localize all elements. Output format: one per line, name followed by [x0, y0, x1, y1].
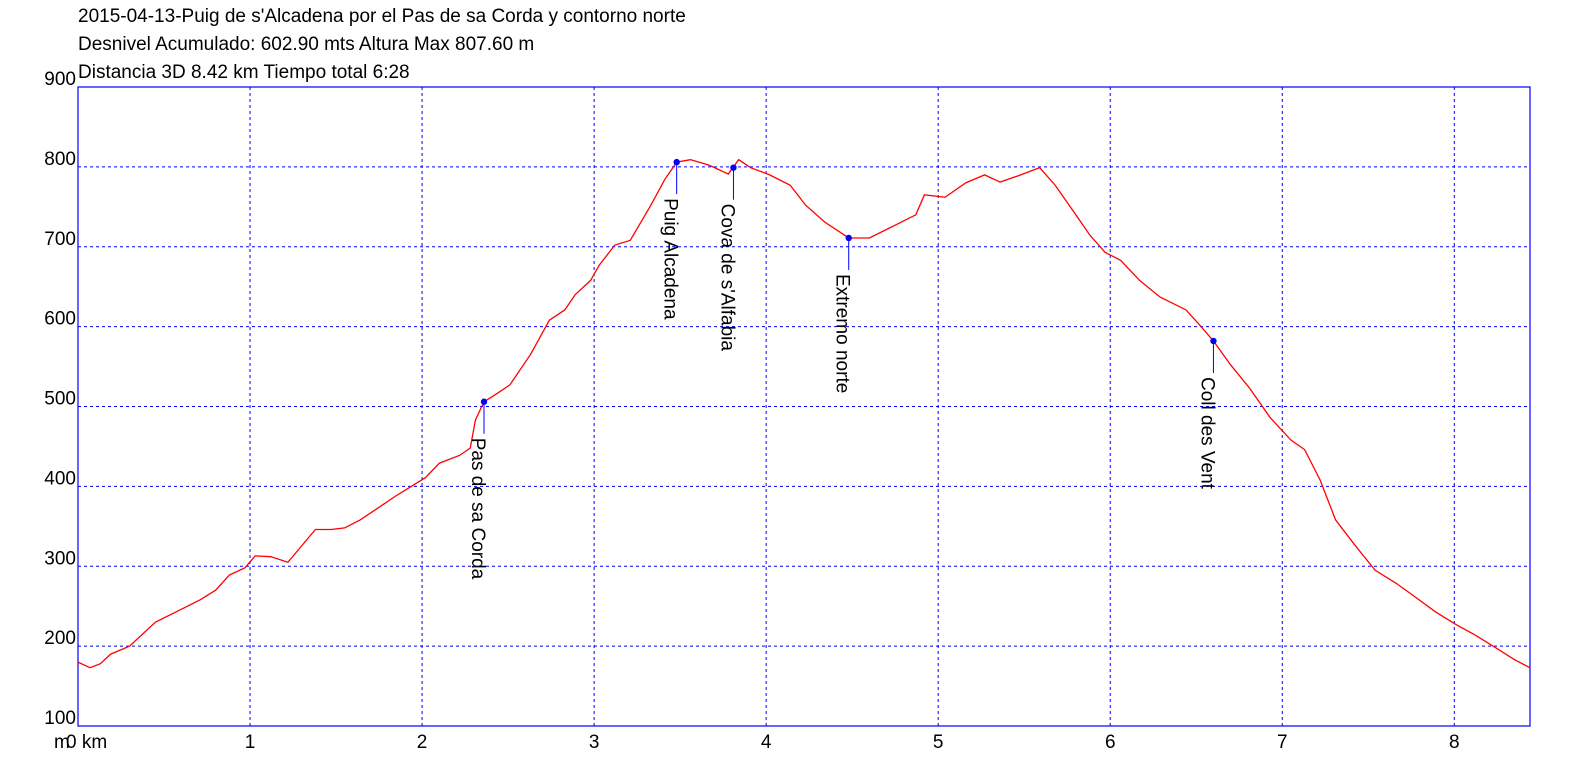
- chart-subtitle: Distancia 3D 8.42 km Tiempo total 6:28: [78, 62, 410, 83]
- chart-title: 2015-04-13-Puig de s'Alcadena por el Pas…: [78, 6, 686, 27]
- x-tick-label: 0 km: [66, 732, 107, 753]
- waypoint-label: Puig Alcadena: [660, 198, 681, 320]
- x-tick-label: 4: [761, 732, 772, 753]
- y-unit: m: [54, 732, 70, 753]
- waypoint-label: Pas de sa Corda: [467, 438, 488, 580]
- waypoint-label: Extremo norte: [832, 274, 853, 393]
- x-tick-label: 7: [1277, 732, 1288, 753]
- x-tick-label: 1: [245, 732, 256, 753]
- y-tick-label: 300: [44, 548, 76, 569]
- y-tick-label: 500: [44, 389, 76, 410]
- x-tick-label: 8: [1449, 732, 1460, 753]
- y-tick-label: 600: [44, 309, 76, 330]
- y-tick-label: 400: [44, 468, 76, 489]
- waypoint: [673, 158, 680, 166]
- waypoint: [480, 398, 488, 405]
- y-tick-label: 700: [44, 229, 76, 250]
- waypoint: [1210, 337, 1217, 345]
- plot-frame: [77, 86, 1531, 727]
- waypoint: [845, 234, 852, 242]
- x-tick-label: 3: [589, 732, 600, 753]
- chart-subtitle: Desnivel Acumulado: 602.90 mts Altura Ma…: [78, 34, 534, 55]
- x-tick-label: 6: [1105, 732, 1116, 753]
- waypoint-label: Coll des Vent: [1196, 377, 1217, 490]
- elevation-line: [77, 158, 1531, 669]
- x-tick-label: 5: [933, 732, 944, 753]
- y-tick-label: 100: [44, 708, 76, 729]
- y-tick-label: 200: [44, 628, 76, 649]
- x-tick-label: 2: [417, 732, 428, 753]
- waypoint-label: Cova de s'Alfabia: [716, 204, 737, 352]
- y-tick-label: 900: [44, 69, 76, 90]
- y-tick-label: 800: [44, 149, 76, 170]
- waypoint: [730, 164, 737, 171]
